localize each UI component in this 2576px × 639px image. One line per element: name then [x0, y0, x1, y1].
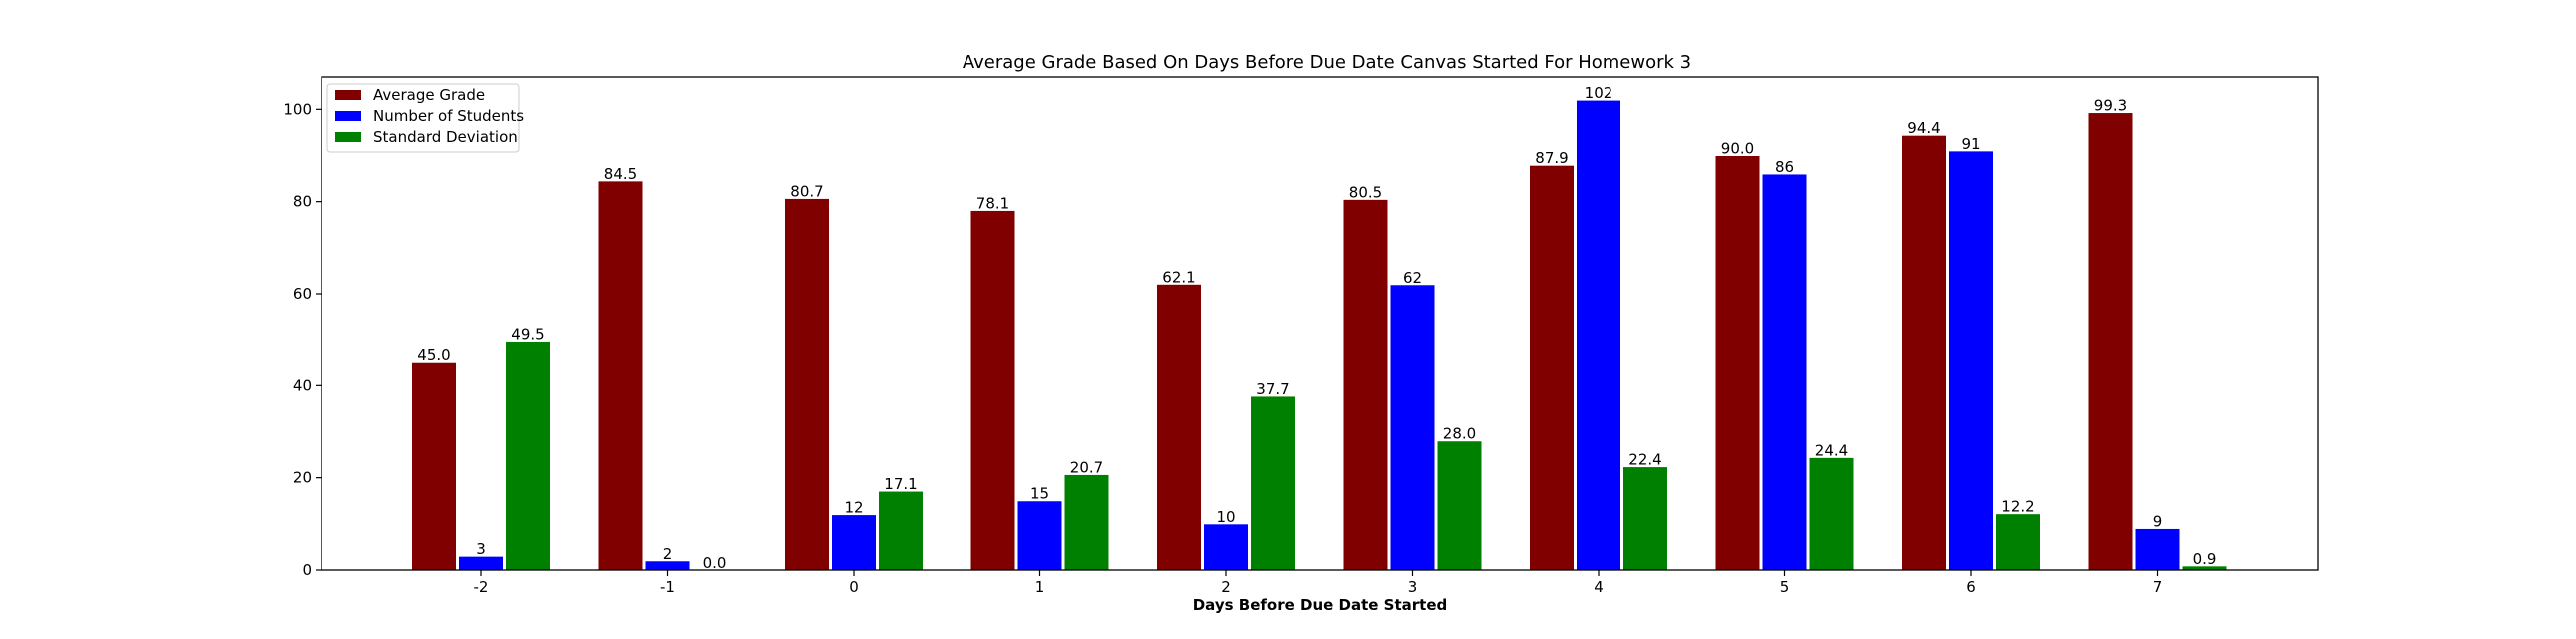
- legend-swatch-standard-deviation: [335, 132, 361, 142]
- bar-label-average-grade-3: 78.1: [976, 194, 1009, 212]
- bar-label-number-of-students-3: 15: [1030, 485, 1049, 503]
- bar-standard-deviation-2: [878, 490, 924, 571]
- y-tick-label-3: 60: [293, 285, 312, 303]
- bar-standard-deviation-4: [1250, 395, 1296, 571]
- bar-label-number-of-students-7: 86: [1775, 158, 1794, 176]
- y-axis: 0 20 40 60 80 100: [283, 100, 322, 579]
- bar-label-average-grade-8: 94.4: [1907, 119, 1940, 137]
- bar-standard-deviation-6: [1622, 466, 1668, 571]
- bar-average-grade-3: [969, 209, 1016, 571]
- bar-number-of-students-7: [1761, 173, 1808, 571]
- bar-standard-deviation-5: [1436, 440, 1483, 571]
- bar-standard-deviation-7: [1808, 456, 1855, 571]
- bar-number-of-students-0: [458, 555, 504, 571]
- legend-box: [326, 83, 520, 153]
- bar-label-standard-deviation-9: 0.9: [2193, 550, 2217, 568]
- bar-label-number-of-students-9: 9: [2153, 512, 2163, 530]
- x-tick-label-3: 1: [1035, 578, 1045, 596]
- plot-frame: [321, 76, 2319, 571]
- bar-label-standard-deviation-0: 49.5: [511, 325, 544, 343]
- x-axis-label: Days Before Due Date Started: [1193, 596, 1448, 614]
- x-tick-label-5: 3: [1408, 578, 1418, 596]
- bar-label-average-grade-1: 84.5: [604, 165, 637, 183]
- bar-label-average-grade-6: 87.9: [1535, 149, 1568, 167]
- bar-label-number-of-students-1: 2: [663, 545, 673, 563]
- bar-number-of-students-4: [1203, 523, 1249, 571]
- bar-number-of-students-5: [1389, 284, 1436, 571]
- y-tick-label-2: 40: [293, 376, 312, 394]
- legend-label-standard-deviation: Standard Deviation: [373, 128, 518, 146]
- bar-standard-deviation-0: [505, 340, 551, 571]
- bar-label-number-of-students-2: 12: [844, 499, 863, 517]
- x-tick-label-1: -1: [660, 578, 675, 596]
- chart-title: Average Grade Based On Days Before Due D…: [963, 52, 1691, 73]
- bar-number-of-students-2: [831, 514, 877, 571]
- x-tick-label-9: 7: [2153, 578, 2163, 596]
- bar-label-standard-deviation-4: 37.7: [1256, 380, 1289, 398]
- y-tick-label-5: 100: [283, 100, 312, 118]
- bar-label-standard-deviation-1: 0.0: [703, 554, 727, 572]
- legend-swatch-number-of-students: [335, 111, 361, 121]
- bar-label-average-grade-9: 99.3: [2094, 97, 2127, 115]
- x-tick-label-8: 6: [1966, 578, 1976, 596]
- bar-label-standard-deviation-6: 22.4: [1628, 451, 1661, 469]
- bar-average-grade-0: [411, 361, 457, 571]
- bar-label-average-grade-0: 45.0: [417, 346, 450, 364]
- bar-label-number-of-students-0: 3: [476, 540, 486, 558]
- bar-number-of-students-9: [2134, 527, 2181, 571]
- bar-number-of-students-3: [1016, 500, 1063, 571]
- bar-average-grade-1: [597, 180, 644, 571]
- bar-average-grade-8: [1901, 134, 1947, 571]
- x-tick-label-4: 2: [1221, 578, 1231, 596]
- bar-label-number-of-students-5: 62: [1403, 269, 1422, 287]
- bar-average-grade-9: [2087, 112, 2134, 571]
- bar-label-standard-deviation-5: 28.0: [1443, 425, 1476, 443]
- bar-label-number-of-students-4: 10: [1216, 508, 1235, 526]
- legend-label-number-of-students: Number of Students: [373, 107, 524, 125]
- x-tick-label-2: 0: [849, 578, 859, 596]
- bar-label-standard-deviation-3: 20.7: [1070, 458, 1103, 476]
- bar-label-average-grade-5: 80.5: [1349, 183, 1382, 201]
- bar-average-grade-4: [1156, 283, 1202, 571]
- bar-average-grade-2: [784, 197, 830, 571]
- bar-label-number-of-students-8: 91: [1961, 135, 1980, 153]
- legend-swatch-average-grade: [335, 90, 361, 100]
- y-tick-label-4: 80: [293, 193, 312, 211]
- bar-label-number-of-students-6: 102: [1585, 84, 1613, 102]
- bar-average-grade-7: [1714, 154, 1761, 571]
- bar-number-of-students-6: [1576, 99, 1621, 571]
- bar-label-standard-deviation-8: 12.2: [2001, 498, 2034, 516]
- bar-label-average-grade-4: 62.1: [1162, 268, 1195, 286]
- bar-standard-deviation-8: [1995, 513, 2041, 571]
- x-tick-label-6: 4: [1594, 578, 1604, 596]
- x-tick-label-7: 5: [1780, 578, 1790, 596]
- bars-layer: [411, 99, 2228, 571]
- x-tick-label-0: -2: [474, 578, 489, 596]
- legend-label-average-grade: Average Grade: [373, 86, 485, 104]
- bar-label-standard-deviation-2: 17.1: [884, 475, 917, 493]
- bar-standard-deviation-3: [1063, 473, 1110, 571]
- bar-average-grade-5: [1342, 198, 1389, 571]
- bar-labels-layer: 45.084.580.778.162.180.587.990.094.499.3…: [417, 84, 2216, 572]
- y-tick-label-0: 0: [302, 561, 312, 579]
- bar-label-average-grade-7: 90.0: [1721, 139, 1754, 157]
- bar-number-of-students-8: [1948, 150, 1994, 571]
- y-tick-label-1: 20: [293, 469, 312, 487]
- bar-average-grade-6: [1529, 164, 1575, 571]
- legend: Average Grade Number of Students Standard …: [326, 83, 524, 153]
- x-axis: -2 -1 0 1 2 3 4 5 6 7: [474, 570, 2163, 596]
- bar-label-average-grade-2: 80.7: [790, 182, 823, 200]
- bar-label-standard-deviation-7: 24.4: [1815, 441, 1848, 459]
